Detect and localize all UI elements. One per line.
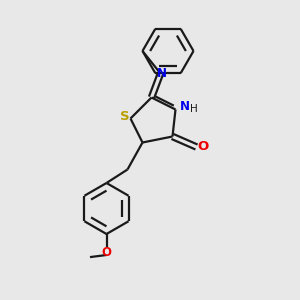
Text: O: O	[101, 245, 112, 259]
Text: N: N	[179, 100, 190, 113]
Text: N: N	[157, 67, 167, 80]
Text: H: H	[190, 103, 198, 114]
Text: S: S	[120, 110, 129, 124]
Text: O: O	[197, 140, 209, 154]
